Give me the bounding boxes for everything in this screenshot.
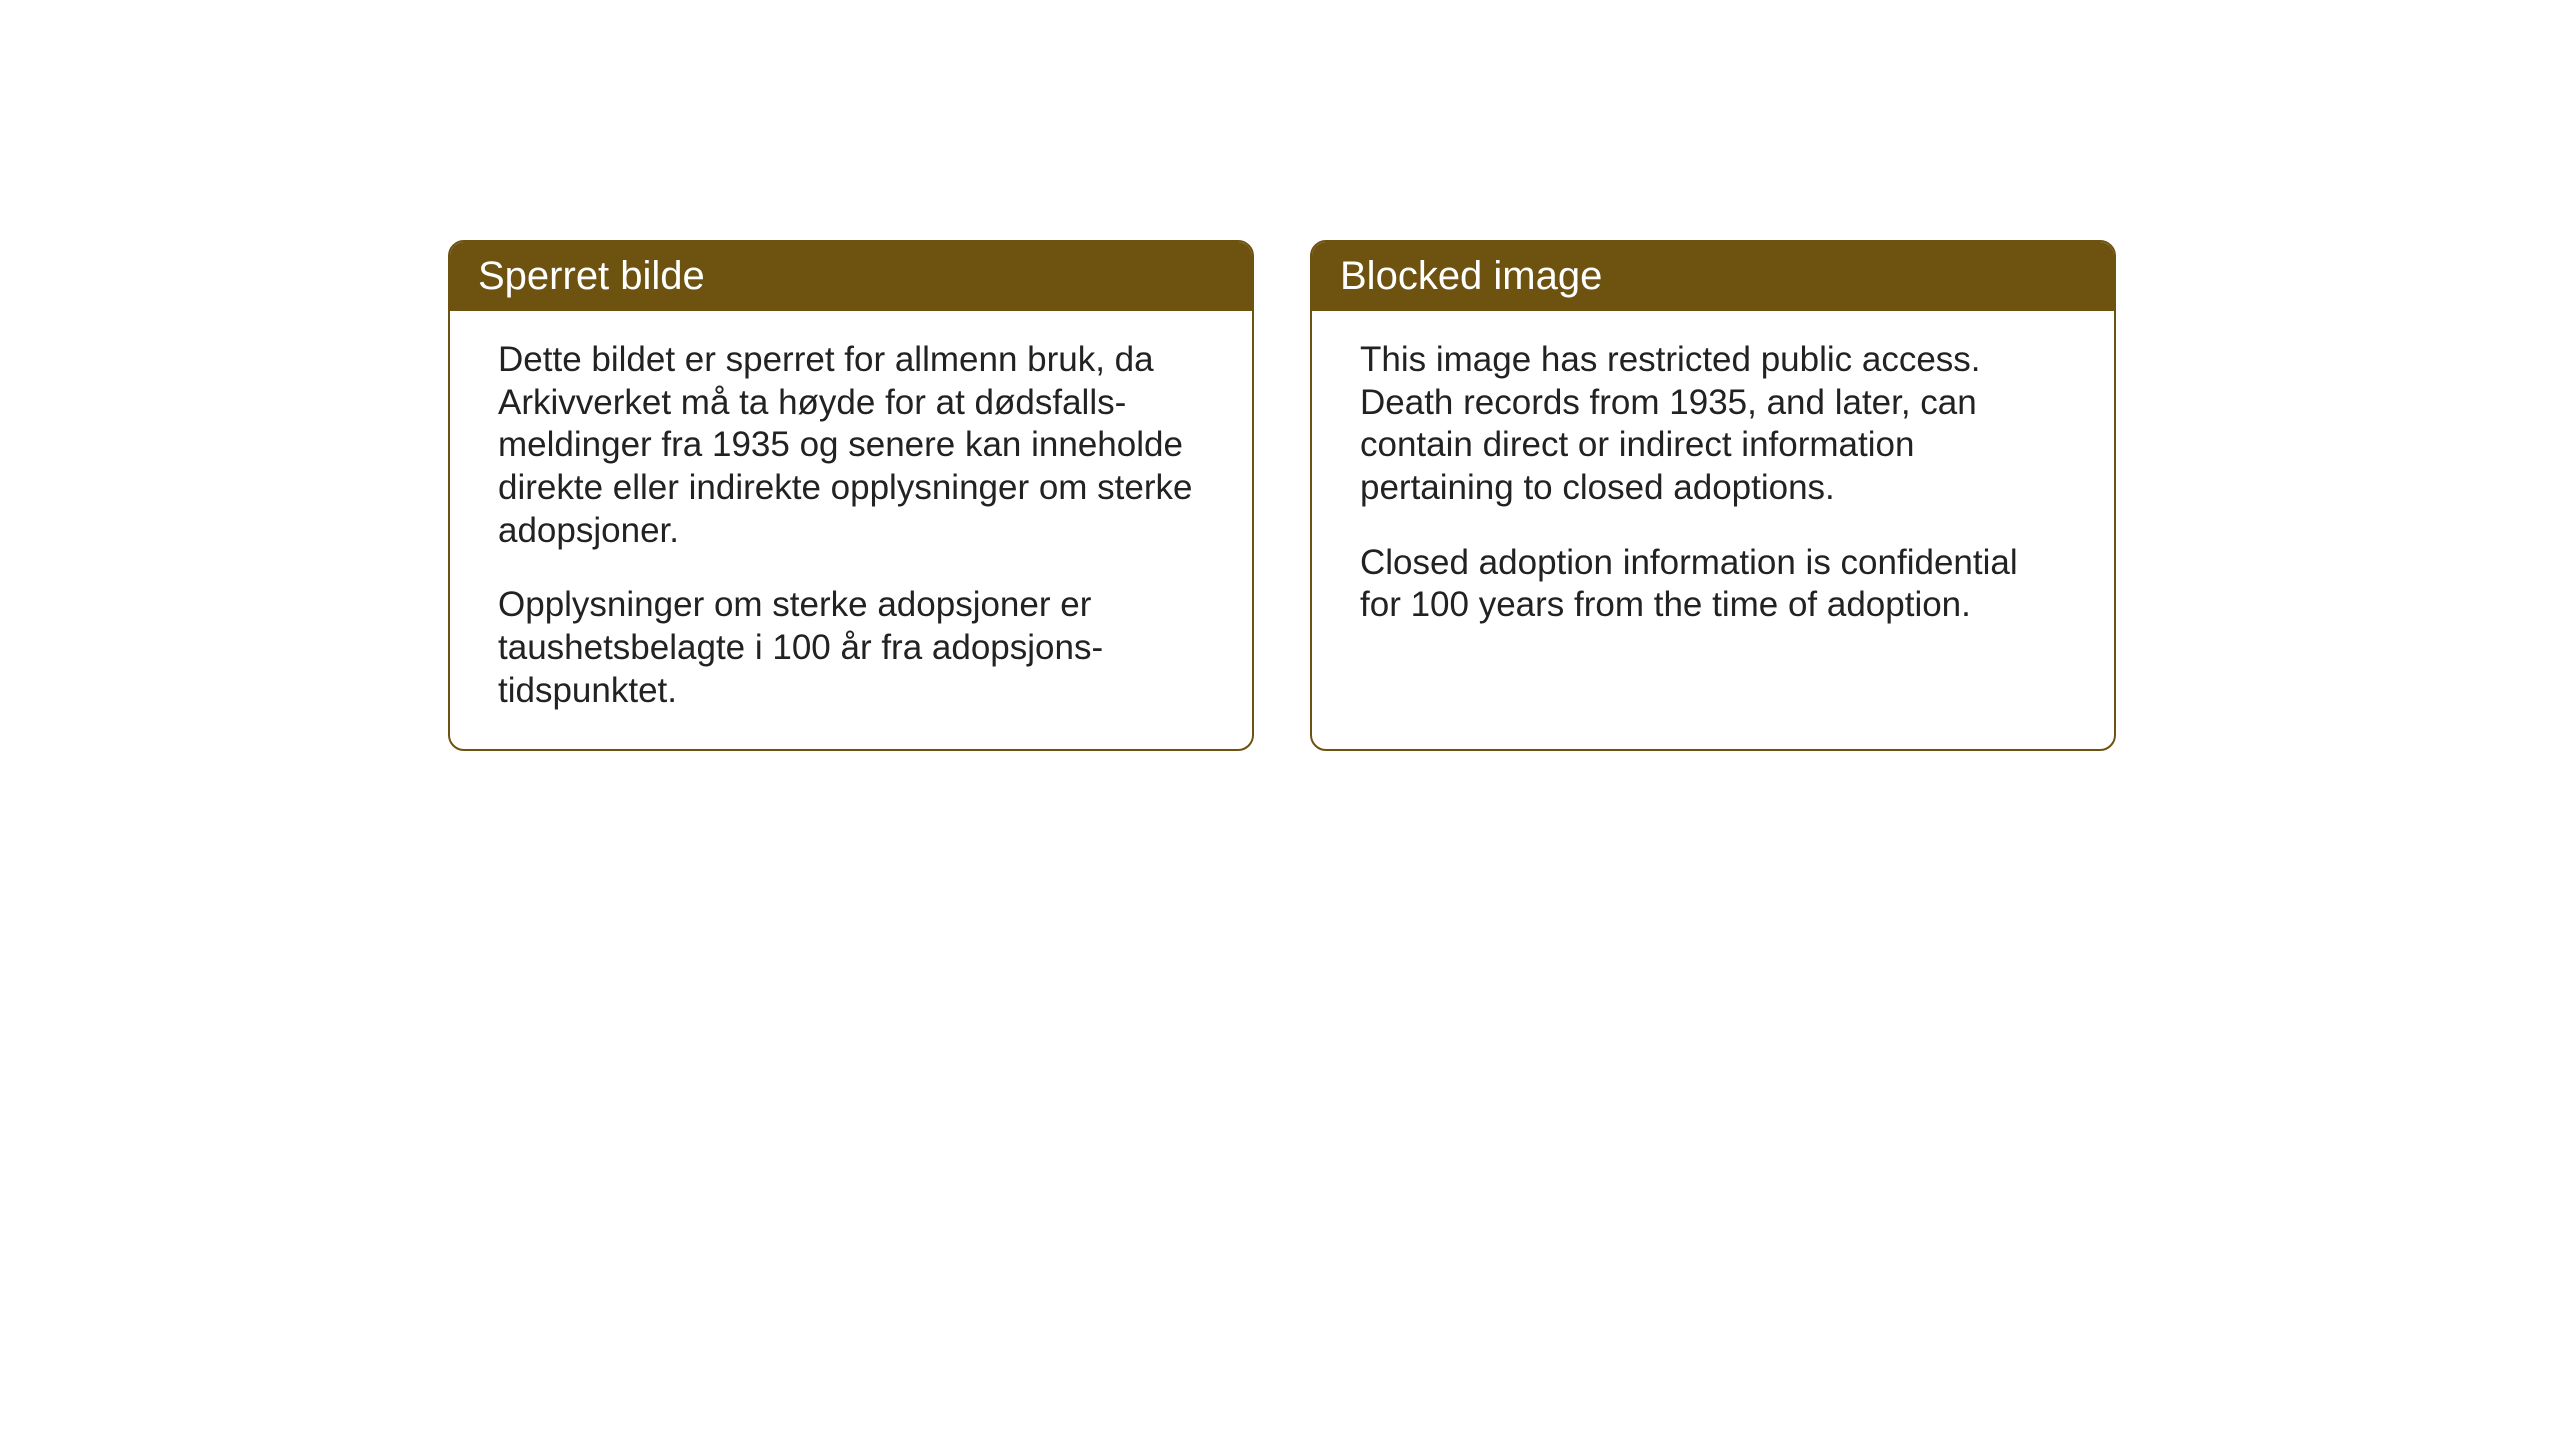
card-header: Sperret bilde	[450, 242, 1252, 311]
card-body: This image has restricted public access.…	[1312, 311, 2114, 663]
card-title: Blocked image	[1340, 254, 1602, 298]
card-header: Blocked image	[1312, 242, 2114, 311]
card-title: Sperret bilde	[478, 254, 705, 298]
card-paragraph-2: Opplysninger om sterke adopsjoner er tau…	[498, 584, 1204, 712]
card-body: Dette bildet er sperret for allmenn bruk…	[450, 311, 1252, 749]
card-paragraph-1: Dette bildet er sperret for allmenn bruk…	[498, 339, 1204, 552]
notice-card-english: Blocked image This image has restricted …	[1310, 240, 2116, 751]
card-paragraph-1: This image has restricted public access.…	[1360, 339, 2066, 510]
notice-card-norwegian: Sperret bilde Dette bildet er sperret fo…	[448, 240, 1254, 751]
card-paragraph-2: Closed adoption information is confident…	[1360, 542, 2066, 627]
notices-container: Sperret bilde Dette bildet er sperret fo…	[448, 240, 2116, 751]
